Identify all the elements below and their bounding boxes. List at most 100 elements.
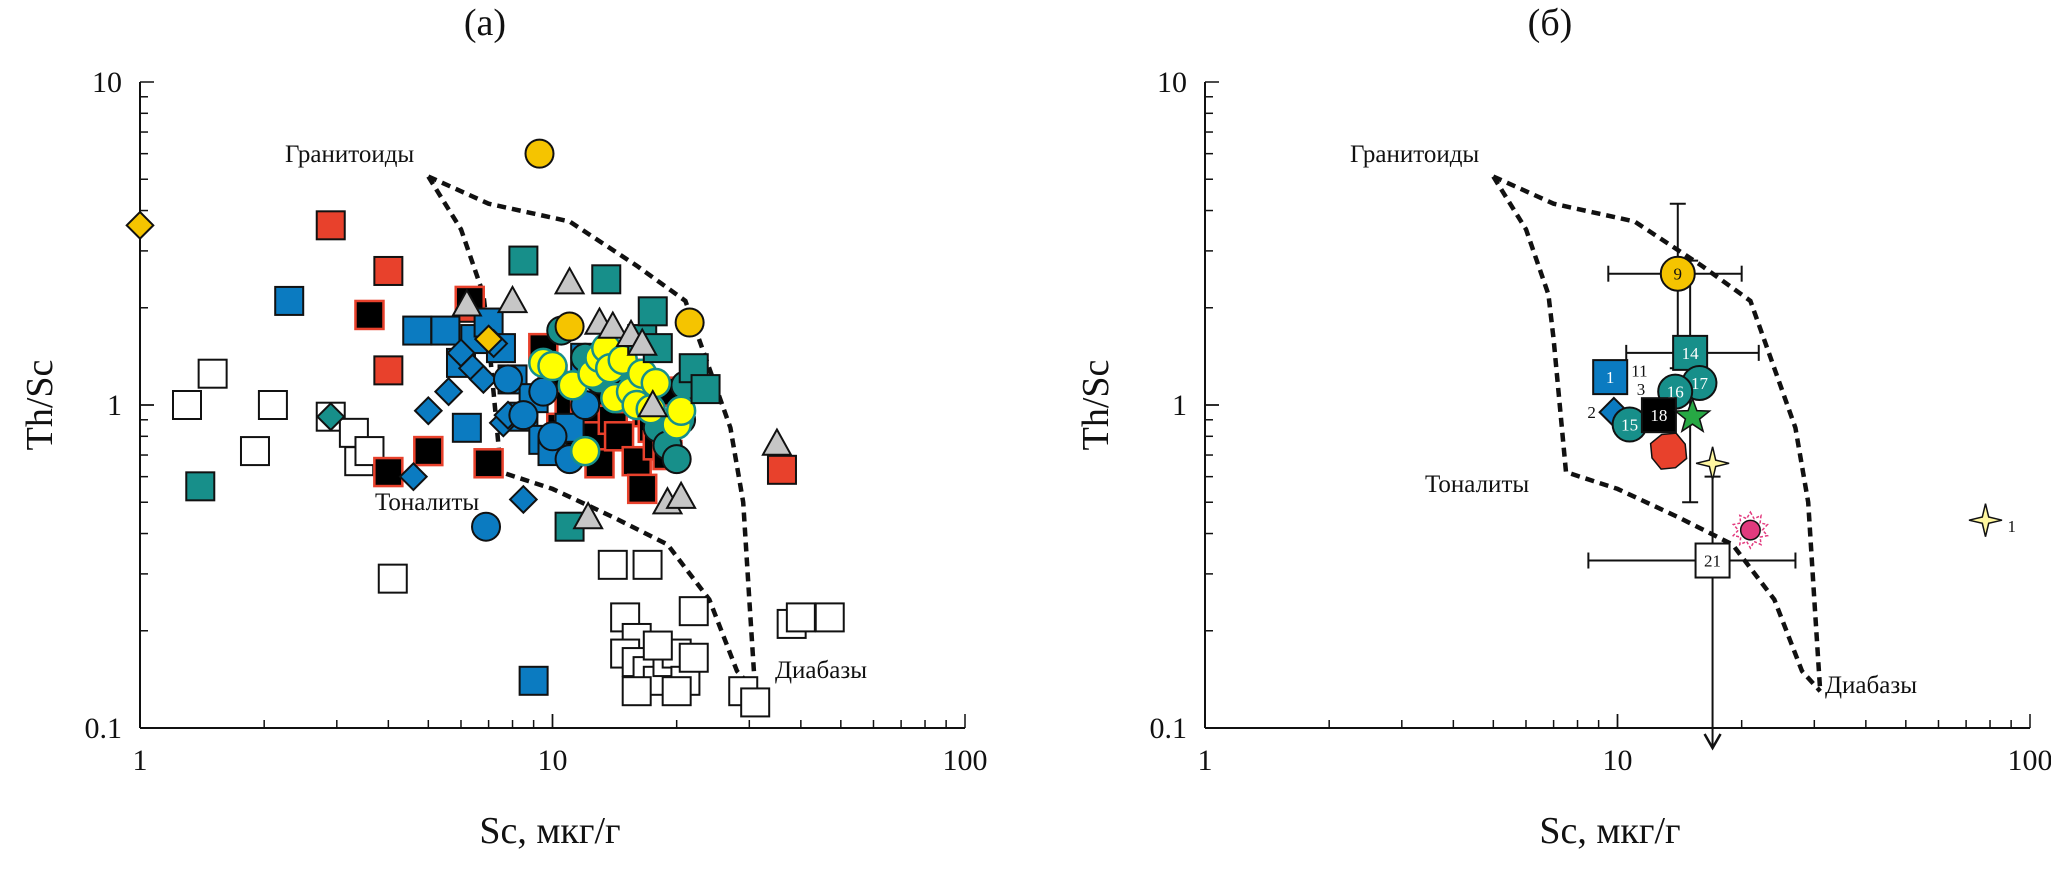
field-boundary bbox=[1492, 174, 1823, 692]
average-point bbox=[1640, 397, 1677, 434]
x-tick-label: 100 bbox=[2008, 744, 2051, 777]
data-point bbox=[373, 456, 404, 488]
data-point bbox=[814, 602, 845, 633]
data-point bbox=[626, 327, 658, 356]
data-point bbox=[172, 390, 203, 420]
average-point bbox=[1592, 359, 1629, 396]
x-axis-title-a: Sc, мкг/г bbox=[479, 810, 620, 852]
field-label: Гранитоиды bbox=[285, 141, 414, 168]
data-point bbox=[621, 676, 652, 707]
data-point bbox=[690, 374, 721, 405]
data-point bbox=[553, 266, 586, 295]
x-tick-label: 1 bbox=[133, 744, 148, 777]
data-point bbox=[518, 665, 549, 696]
data-point bbox=[528, 376, 559, 407]
average-point-label: 16 bbox=[1667, 383, 1684, 402]
data-point bbox=[740, 687, 771, 718]
field-boundary bbox=[427, 174, 758, 692]
data-point bbox=[185, 471, 216, 502]
data-point bbox=[398, 461, 429, 492]
y-tick-label: 10 bbox=[1157, 66, 1187, 99]
data-point bbox=[637, 296, 668, 327]
axes-a: 1 10 100 0.1 1 10 bbox=[85, 66, 988, 777]
data-point bbox=[239, 436, 270, 467]
y-tick-label: 0.1 bbox=[1150, 712, 1188, 745]
field-label: Тоналиты bbox=[375, 489, 479, 516]
data-point bbox=[785, 602, 816, 633]
data-point bbox=[274, 285, 305, 316]
average-point-label: 1 bbox=[1606, 368, 1615, 387]
field-label: Гранитоиды bbox=[1350, 141, 1479, 168]
y-tick-label: 1 bbox=[1172, 389, 1187, 422]
data-point bbox=[661, 676, 692, 707]
field-label: Тоналиты bbox=[1425, 471, 1529, 498]
data-point bbox=[554, 311, 585, 342]
field-boundary bbox=[426, 175, 757, 693]
data-point bbox=[665, 480, 697, 509]
average-point bbox=[1649, 432, 1688, 470]
average-point-label: 3 bbox=[1637, 380, 1646, 399]
data-point bbox=[637, 388, 669, 418]
average-point-label: 9 bbox=[1674, 265, 1683, 284]
data-point bbox=[665, 395, 697, 426]
data-point bbox=[661, 444, 692, 475]
data-point bbox=[492, 364, 523, 395]
x-tick-label: 100 bbox=[943, 744, 988, 777]
data-point bbox=[524, 138, 555, 169]
y-axis-title-b: Th/Sc bbox=[1075, 360, 1117, 451]
average-point-label: 2 bbox=[1587, 403, 1596, 422]
data-point bbox=[569, 435, 601, 467]
data-point bbox=[632, 549, 663, 580]
data-point bbox=[402, 315, 433, 346]
data-point bbox=[197, 358, 228, 389]
data-point bbox=[626, 473, 658, 505]
data-point bbox=[471, 511, 502, 542]
data-point bbox=[572, 500, 604, 530]
average-point bbox=[1968, 503, 2003, 537]
x-tick-label: 10 bbox=[1603, 744, 1633, 777]
data-point bbox=[316, 401, 346, 432]
data-point bbox=[413, 396, 444, 426]
data-point bbox=[473, 448, 504, 479]
average-point-label: 18 bbox=[1650, 406, 1667, 425]
x-tick-label: 1 bbox=[1198, 744, 1213, 777]
average-point-label: 15 bbox=[1621, 416, 1638, 435]
data-point bbox=[433, 376, 464, 407]
data-point bbox=[597, 310, 629, 339]
y-axis-title-a: Th/Sc bbox=[19, 360, 61, 451]
panel-title-b: (б) bbox=[1528, 2, 1573, 44]
x-tick-label: 10 bbox=[538, 744, 568, 777]
data-point bbox=[678, 596, 709, 627]
x-axis-title-b: Sc, мкг/г bbox=[1539, 810, 1680, 852]
y-tick-label: 1 bbox=[107, 389, 122, 422]
data-point bbox=[597, 549, 628, 580]
data-point bbox=[468, 364, 499, 395]
data-point bbox=[257, 390, 288, 420]
average-point bbox=[1659, 255, 1696, 292]
data-point bbox=[430, 315, 461, 346]
data-point bbox=[315, 210, 346, 241]
fields-b: Гранитоиды Тоналиты Диабазы bbox=[1350, 141, 1917, 699]
data-point bbox=[640, 367, 672, 399]
average-point bbox=[1695, 446, 1730, 480]
data-point bbox=[591, 264, 622, 295]
marks-a bbox=[125, 138, 845, 718]
data-point bbox=[413, 435, 444, 467]
error-arrow bbox=[1703, 733, 1722, 751]
data-point bbox=[377, 563, 408, 594]
chart-panel-a: (а) Th/Sc Sc, мкг/г 1 10 100 0.1 1 10 Гранито… bbox=[19, 2, 988, 852]
average-point-label: 21 bbox=[1704, 552, 1721, 571]
average-point bbox=[1673, 396, 1712, 434]
data-point bbox=[642, 630, 673, 661]
data-point bbox=[473, 324, 504, 354]
data-point bbox=[508, 245, 539, 276]
data-point bbox=[125, 210, 155, 241]
average-point-label: 1 bbox=[2007, 517, 2016, 536]
average-point-label: 14 bbox=[1682, 344, 1700, 363]
y-tick-label: 0.1 bbox=[85, 712, 123, 745]
data-point bbox=[451, 288, 483, 317]
data-point bbox=[373, 255, 404, 286]
data-point bbox=[537, 350, 568, 382]
